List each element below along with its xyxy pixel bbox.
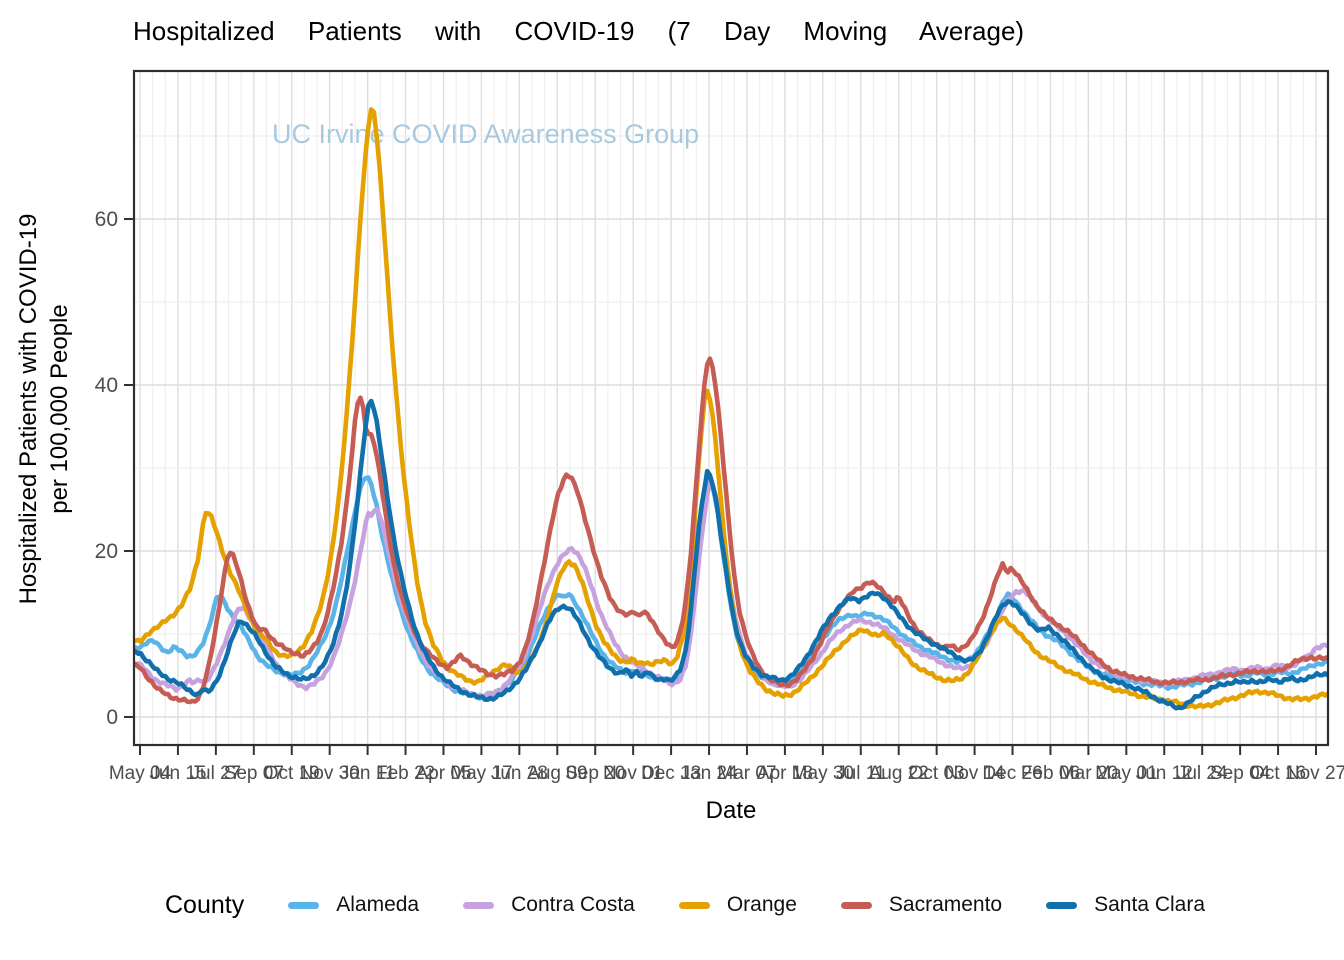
x-tick-label: Jun 28 bbox=[491, 763, 548, 784]
x-tick-label: Mar 20 bbox=[1059, 763, 1118, 784]
legend-title: County bbox=[165, 890, 245, 919]
legend-label: Contra Costa bbox=[511, 893, 635, 916]
y-tick-label: 20 bbox=[95, 540, 118, 563]
x-tick-label: Feb 22 bbox=[376, 763, 435, 784]
legend-entry-santa-clara: Santa Clara bbox=[1046, 893, 1205, 917]
y-axis-title-line1: Hospitalized Patients with COVID-19 bbox=[15, 213, 42, 605]
legend-entry-orange: Orange bbox=[678, 893, 797, 917]
series-line-santa-clara bbox=[134, 398, 1328, 711]
legend-label: Sacramento bbox=[888, 893, 1003, 916]
x-tick-label: Jul 24 bbox=[1177, 763, 1228, 784]
series-line-sacramento bbox=[134, 356, 1328, 705]
legend-label: Santa Clara bbox=[1094, 893, 1206, 916]
legend-entry-sacramento: Sacramento bbox=[840, 893, 1003, 917]
x-tick-label: Oct 16 bbox=[1250, 763, 1306, 784]
x-tick-label: May 17 bbox=[450, 763, 512, 784]
legend-entries: Alameda Contra Costa Orange Sacramento Santa… bbox=[288, 893, 1205, 917]
legend-swatch bbox=[840, 901, 872, 909]
x-tick-label: Jun 15 bbox=[149, 763, 206, 784]
x-tick-label: Mar 07 bbox=[717, 763, 776, 784]
x-tick-label: Jan 11 bbox=[340, 763, 396, 784]
legend-swatch bbox=[288, 901, 320, 909]
legend-swatch bbox=[1046, 901, 1078, 909]
x-tick-label: Sep 20 bbox=[565, 763, 625, 784]
x-tick-label: Jun 12 bbox=[1136, 763, 1193, 784]
x-tick-label: Dec 13 bbox=[641, 763, 701, 784]
legend-label: Alameda bbox=[336, 893, 420, 916]
x-tick-label: Apr 05 bbox=[415, 763, 471, 784]
legend-label: Orange bbox=[726, 893, 797, 916]
legend-swatch bbox=[463, 901, 495, 909]
x-tick-label: Jul 11 bbox=[836, 763, 885, 784]
x-tick-label: Jan 24 bbox=[681, 763, 738, 784]
y-axis-title: Hospitalized Patients with COVID-19 per … bbox=[13, 59, 77, 759]
x-tick-label: Jul 27 bbox=[191, 763, 242, 784]
x-tick-label: Dec 26 bbox=[982, 763, 1042, 784]
x-tick-label: Nov 30 bbox=[300, 763, 360, 784]
series-group bbox=[134, 107, 1328, 711]
x-tick-label: Sep 04 bbox=[1210, 763, 1271, 784]
x-tick-label: May 04 bbox=[109, 763, 172, 784]
x-tick-label: Nov 14 bbox=[944, 763, 1005, 784]
chart-title: Hospitalized Patients with COVID-19 (7 D… bbox=[133, 16, 1025, 46]
x-axis-title: Date bbox=[705, 797, 757, 824]
x-tick-label: Aug 09 bbox=[527, 763, 587, 784]
y-tick-label: 40 bbox=[95, 374, 118, 397]
panel-border bbox=[132, 69, 1330, 747]
x-tick-label: May 30 bbox=[792, 763, 854, 784]
x-tick-label: Nov 27 bbox=[1286, 763, 1344, 784]
y-axis-title-line2: per 100,000 People bbox=[46, 304, 73, 514]
x-tick-label: Oct 19 bbox=[264, 763, 320, 784]
x-tick-label: Sep 07 bbox=[224, 763, 284, 784]
x-tick-label: Aug 22 bbox=[869, 763, 929, 784]
legend-entry-contra-costa: Contra Costa bbox=[463, 893, 635, 917]
watermark: UC Irvine COVID Awareness Group bbox=[272, 119, 699, 149]
legend: County Alameda Contra Costa Orange Sacramen… bbox=[165, 880, 1205, 930]
y-tick-label: 60 bbox=[95, 208, 118, 231]
x-tick-label: Oct 03 bbox=[909, 763, 965, 784]
x-tick-label: Apr 18 bbox=[757, 763, 813, 784]
x-tick-label: Nov 01 bbox=[603, 763, 663, 784]
legend-entry-alameda: Alameda bbox=[288, 893, 419, 917]
x-tick-label: May 01 bbox=[1095, 763, 1157, 784]
legend-swatch bbox=[678, 901, 710, 909]
x-tick-label: Feb 06 bbox=[1021, 763, 1080, 784]
y-tick-label: 0 bbox=[106, 706, 118, 729]
plot-panel bbox=[134, 71, 1328, 745]
